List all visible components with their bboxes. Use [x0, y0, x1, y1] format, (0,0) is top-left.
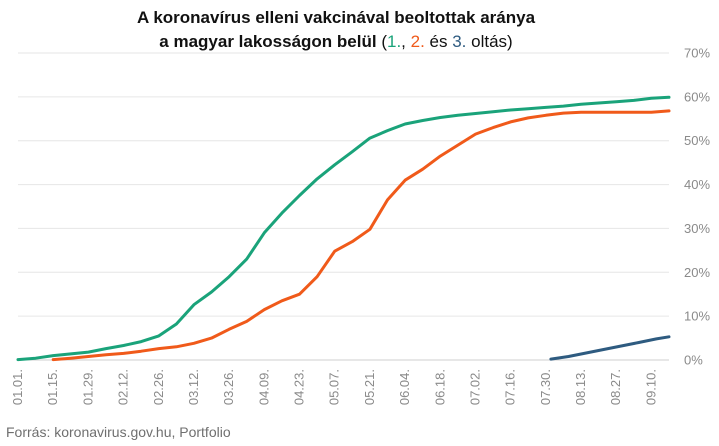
chart-title-line-2: a magyar lakosságon belül (1., 2. és 3. …: [159, 32, 512, 51]
x-axis-ticks: 01.01. 01.15. 01.29. 02.12. 02.26. 03.12. 03.2…: [10, 369, 658, 405]
x-tick-label: 08.13.: [573, 369, 588, 405]
x-tick-label: 01.15.: [45, 369, 60, 405]
x-tick-label: 07.16.: [503, 369, 518, 405]
y-tick-label: 30%: [684, 221, 710, 236]
series-line-1: [16, 95, 671, 362]
x-tick-label: 03.12.: [186, 369, 201, 405]
x-tick-label: 06.04.: [397, 369, 412, 405]
title-open-paren: (: [377, 32, 388, 51]
x-tick-label: 03.26.: [221, 369, 236, 405]
x-tick-label: 07.30.: [538, 369, 553, 405]
y-tick-label: 0%: [684, 353, 703, 368]
legend-third-dose: 3.: [452, 32, 466, 51]
legend-and: és: [425, 32, 452, 51]
y-axis-ticks: 0% 10% 20% 30% 40% 50% 60% 70%: [684, 46, 710, 368]
y-tick-label: 70%: [684, 46, 710, 61]
x-tick-label: 07.02.: [468, 369, 483, 405]
y-tick-label: 10%: [684, 309, 710, 324]
x-tick-label: 04.23.: [292, 369, 307, 405]
legend-separator: ,: [401, 32, 410, 51]
chart-title-line-1: A koronavírus elleni vakcinával beoltott…: [137, 8, 536, 27]
x-tick-label: 01.01.: [10, 369, 25, 405]
legend-first-dose: 1.: [387, 32, 401, 51]
x-tick-label: 09.10.: [643, 369, 658, 405]
x-tick-label: 08.27.: [608, 369, 623, 405]
y-tick-label: 20%: [684, 265, 710, 280]
x-tick-label: 01.29.: [80, 369, 95, 405]
x-tick-label: 04.09.: [256, 369, 271, 405]
gridlines: [18, 52, 669, 361]
source-note: Forrás: koronavirus.gov.hu, Portfolio: [6, 424, 231, 440]
x-tick-label: 05.21.: [362, 369, 377, 405]
y-tick-label: 60%: [684, 89, 710, 104]
x-tick-label: 06.18.: [432, 369, 447, 405]
x-tick-label: 02.26.: [151, 369, 166, 405]
y-tick-label: 40%: [684, 177, 710, 192]
series-line-2: [51, 109, 671, 362]
legend-suffix: oltás): [466, 32, 512, 51]
x-tick-label: 02.12.: [116, 369, 131, 405]
series-line-3: [549, 335, 671, 361]
series-lines: [16, 95, 671, 362]
x-tick-label: 05.07.: [327, 369, 342, 405]
legend-second-dose: 2.: [411, 32, 425, 51]
y-tick-label: 50%: [684, 133, 710, 148]
title-line-2-text: a magyar lakosságon belül: [159, 32, 376, 51]
